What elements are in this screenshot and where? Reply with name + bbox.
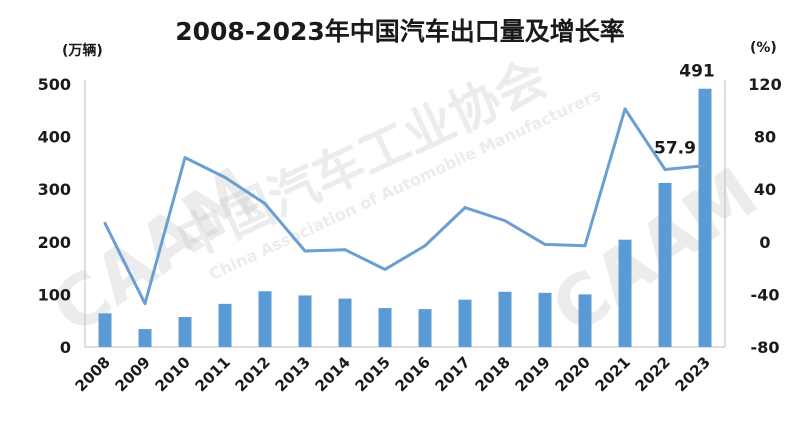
bar (658, 182, 672, 347)
line-point (223, 175, 227, 179)
x-tick-label: 2010 (152, 353, 194, 395)
y-right-tick-label: 80 (754, 128, 776, 147)
x-tick-label: 2015 (352, 353, 394, 395)
line-data-label: 57.9 (654, 139, 696, 159)
line-point (103, 221, 107, 225)
line-point (463, 206, 467, 210)
x-tick-label: 2022 (632, 353, 674, 395)
bar (98, 313, 112, 347)
bar (378, 308, 392, 347)
line-point (703, 164, 707, 168)
bar (698, 88, 712, 347)
x-tick-label: 2009 (112, 353, 154, 395)
bar-data-label: 491 (679, 62, 715, 82)
bar (338, 298, 352, 347)
x-tick-label: 2008 (72, 353, 114, 395)
bar (418, 309, 432, 347)
left-axis-unit: (万辆) (62, 43, 103, 59)
x-tick-label: 2012 (232, 353, 274, 395)
x-tick-label: 2013 (272, 353, 314, 395)
bar (258, 291, 272, 347)
y-right-tick-label: 40 (754, 180, 776, 199)
line-point (583, 244, 587, 248)
y-left-tick-label: 0 (60, 338, 71, 357)
bar (218, 303, 232, 347)
bar (498, 291, 512, 347)
bar (538, 292, 552, 347)
bar (298, 295, 312, 347)
growth-rate-line (103, 107, 706, 306)
y-left-tick-label: 500 (38, 75, 71, 94)
x-tick-label: 2018 (472, 353, 514, 395)
x-tick-label: 2016 (392, 353, 434, 395)
x-tick-label: 2019 (512, 353, 554, 395)
bar (178, 317, 192, 347)
bar (578, 294, 592, 347)
line-point (263, 202, 267, 206)
y-left-tick-label: 200 (38, 233, 71, 252)
x-tick-label: 2014 (312, 353, 354, 395)
x-tick-label: 2020 (552, 353, 594, 395)
right-axis-unit: (%) (750, 40, 777, 56)
x-tick-label: 2011 (192, 353, 234, 395)
line-point (343, 248, 347, 252)
bar (138, 329, 152, 347)
x-tick-label: 2017 (432, 353, 474, 395)
line-point (503, 219, 507, 223)
y-right-tick-label: -40 (751, 285, 780, 304)
y-right-tick-label: 120 (748, 75, 781, 94)
bar (618, 239, 632, 347)
y-right-tick-label: -80 (751, 338, 780, 357)
line-point (623, 107, 627, 111)
x-tick-label: 2023 (672, 353, 714, 395)
line-point (383, 267, 387, 271)
line-point (543, 242, 547, 246)
line-point (303, 249, 307, 253)
y-left-tick-label: 100 (38, 285, 71, 304)
y-left-tick-label: 400 (38, 128, 71, 147)
line-point (663, 167, 667, 171)
chart-title: 2008-2023年中国汽车出口量及增长率 (175, 17, 625, 46)
x-tick-label: 2021 (592, 353, 634, 395)
line-point (423, 244, 427, 248)
bar (458, 299, 472, 347)
y-right-tick-label: 0 (759, 233, 770, 252)
line-point (143, 302, 147, 306)
y-left-tick-label: 300 (38, 180, 71, 199)
line-point (183, 156, 187, 160)
